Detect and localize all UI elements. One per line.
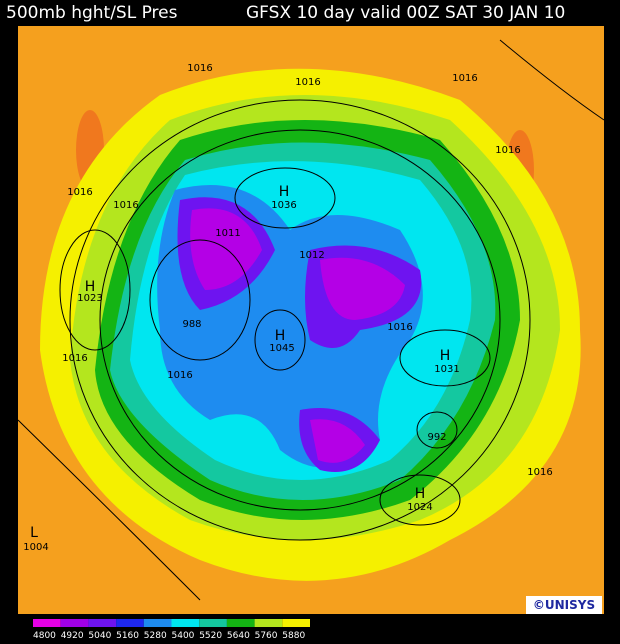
- pressure-label: 1016: [62, 353, 87, 364]
- colorbar-swatch: [33, 619, 61, 627]
- colorbar-swatch: [143, 619, 172, 627]
- colorbar-swatch: [282, 619, 310, 627]
- title-left: 500mb hght/SL Pres: [6, 3, 178, 23]
- colorbar-label: 5640: [227, 631, 250, 640]
- high-marker: H: [279, 184, 290, 200]
- pressure-label: 1016: [113, 200, 138, 211]
- pressure-label: 1023: [77, 293, 102, 304]
- colorbar: 4800 4920 5040 5160 5280 5400 5520 5640 5760 5880: [33, 619, 310, 641]
- pressure-label: 1016: [527, 467, 552, 478]
- pressure-label: 1024: [407, 502, 432, 513]
- title-right: GFSX 10 day valid 00Z SAT 30 JAN 10: [246, 3, 565, 23]
- high-marker: H: [85, 279, 96, 295]
- colorbar-swatch: [88, 619, 117, 627]
- pressure-label: 1036: [271, 200, 296, 211]
- colorbar-label: 4800: [33, 631, 56, 640]
- colorbar-swatch: [60, 619, 89, 627]
- pressure-label: 1016: [295, 77, 320, 88]
- pressure-label: 1016: [187, 63, 212, 74]
- high-marker: H: [275, 328, 286, 344]
- map-field: [17, 26, 605, 614]
- pressure-labels: 1016 1016 1016 1016 1016 1016 H 1036 101…: [23, 63, 552, 553]
- colorbar-swatch: [116, 619, 144, 627]
- colorbar-label: 4920: [61, 631, 84, 640]
- logo-box: [526, 596, 602, 614]
- colorbar-label: 5520: [199, 631, 222, 640]
- colorbar-label: 5040: [88, 631, 111, 640]
- colorbar-label: 5760: [255, 631, 278, 640]
- pressure-label: 1016: [167, 370, 192, 381]
- pressure-label: 1012: [299, 250, 324, 261]
- colorbar-swatch: [254, 619, 283, 627]
- pressure-label: 1031: [434, 364, 459, 375]
- high-marker: H: [440, 348, 451, 364]
- high-marker: H: [415, 486, 426, 502]
- pressure-label: 1016: [387, 322, 412, 333]
- pressure-label: 1016: [67, 187, 92, 198]
- isobars: [17, 39, 605, 601]
- pressure-label: 1045: [269, 343, 294, 354]
- logo: ©UNISYS: [533, 598, 595, 612]
- colorbar-swatch: [199, 619, 227, 627]
- pressure-label: 1011: [215, 228, 240, 239]
- colorbar-label: 5400: [172, 631, 195, 640]
- pressure-label: 1016: [495, 145, 520, 156]
- colorbar-swatch: [171, 619, 200, 627]
- pressure-label: 1004: [23, 542, 48, 553]
- colorbar-label: 5280: [144, 631, 167, 640]
- low-marker: L: [30, 525, 38, 541]
- pressure-label: 988: [182, 319, 201, 330]
- colorbar-label: 5880: [282, 631, 305, 640]
- pressure-label: 992: [427, 432, 446, 443]
- colorbar-swatch: [226, 619, 255, 627]
- pressure-label: 1016: [452, 73, 477, 84]
- colorbar-label: 5160: [116, 631, 139, 640]
